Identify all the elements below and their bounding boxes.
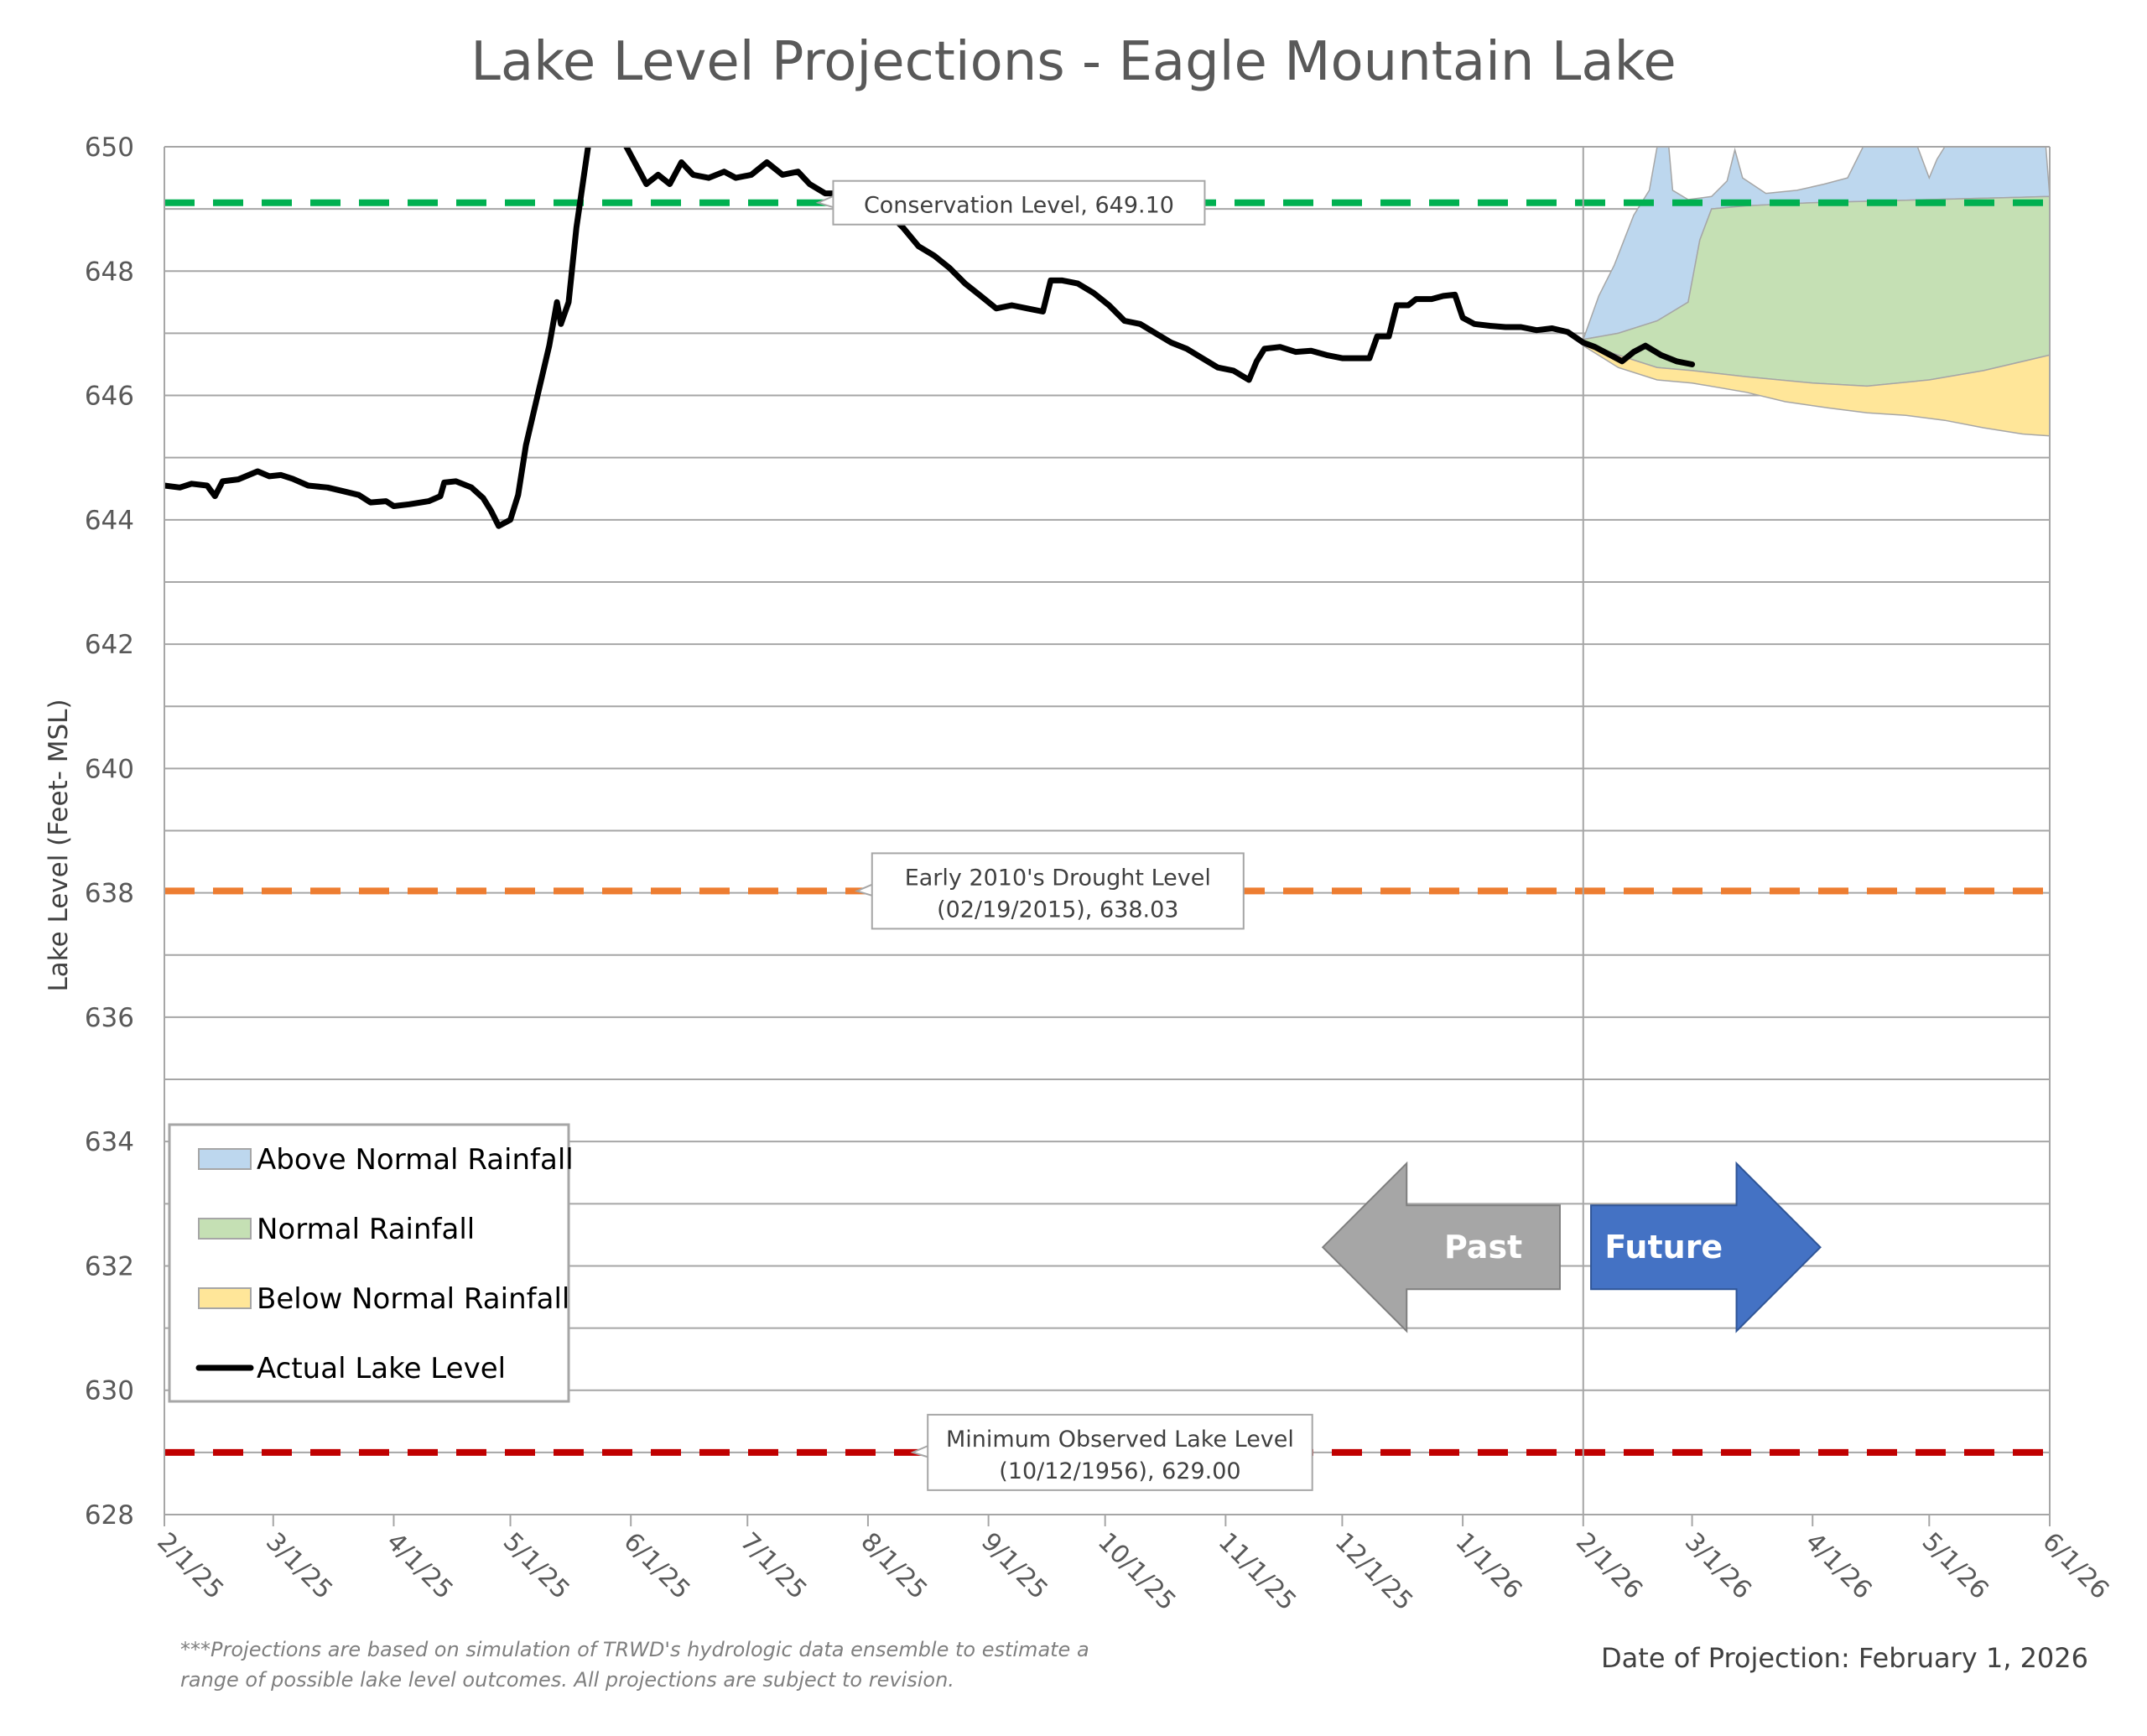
legend-label: Below Normal Rainfall (257, 1282, 569, 1316)
x-tick-label: 10/1/25 (1092, 1527, 1182, 1617)
y-tick-label: 638 (85, 879, 134, 909)
axes (164, 146, 2051, 1515)
y-tick-label: 628 (85, 1500, 134, 1531)
y-tick-label: 648 (85, 257, 134, 287)
callout-line: Conservation Level, 649.10 (864, 193, 1174, 219)
future-arrow: Future (1590, 1161, 1822, 1333)
y-tick-label: 650 (85, 133, 134, 163)
y-tick-label: 630 (85, 1376, 134, 1406)
x-tick-label: 6/1/26 (2036, 1527, 2114, 1605)
footnote-line: ***Projections are based on simulation o… (180, 1638, 1089, 1661)
future-arrow-shape (1590, 1161, 1822, 1333)
legend-label: Actual Lake Level (257, 1352, 506, 1385)
past-future-arrows: Past Future (1321, 1161, 1822, 1333)
x-tick-label: 8/1/25 (855, 1527, 933, 1605)
x-tick-label: 3/1/25 (260, 1527, 338, 1605)
past-arrow-shape (1321, 1161, 1561, 1333)
y-tick-label: 640 (85, 754, 134, 784)
y-tick-labels: 628 630 632 634 636 638 640 642 644 646 648 650 (85, 133, 134, 1531)
callout-text: Conservation Level, 649.10 (864, 193, 1174, 219)
callout-text: Early 2010's Drought Level (02/19/2015), … (905, 865, 1211, 923)
legend-swatch (198, 1218, 252, 1240)
footnote-text: ***Projections are based on simulation o… (180, 1638, 1089, 1692)
projection-bands (1582, 147, 2050, 437)
y-tick-label: 636 (85, 1003, 134, 1033)
reference-callouts: Conservation Level, 649.10 Early 2010's D… (815, 179, 1313, 1491)
x-tick-label: 5/1/25 (497, 1527, 575, 1605)
callout-drought: Early 2010's Drought Level (02/19/2015), … (854, 852, 1245, 930)
callout-box (832, 179, 1206, 226)
callout-text: Minimum Observed Lake Level (10/12/1956),… (946, 1427, 1294, 1484)
legend-item: Normal Rainfall (198, 1213, 475, 1246)
legend-label: Above Normal Rainfall (257, 1143, 574, 1177)
x-tick-label: 6/1/25 (618, 1527, 696, 1605)
x-tick-label: 4/1/25 (381, 1527, 459, 1605)
legend-swatch (198, 1287, 252, 1309)
y-tick-label: 644 (85, 506, 134, 536)
y-tick-label: 642 (85, 630, 134, 660)
callout-box (871, 852, 1245, 930)
x-tick-label: 3/1/26 (1679, 1527, 1757, 1605)
footnote-line: range of possible lake level outcomes. A… (180, 1668, 954, 1692)
legend-item: Below Normal Rainfall (198, 1282, 569, 1316)
footnote: ***Projections are based on simulation o… (180, 1638, 1089, 1692)
callout-minimum: Minimum Observed Lake Level (10/12/1956),… (910, 1413, 1313, 1491)
past-arrow: Past (1321, 1161, 1561, 1333)
callout-line: (10/12/1956), 629.00 (999, 1458, 1240, 1484)
callout-line: Minimum Observed Lake Level (946, 1427, 1294, 1453)
x-tick-label: 7/1/25 (735, 1527, 813, 1605)
projection-date: Date of Projection: February 1, 2026 (1601, 1642, 2088, 1674)
x-tick-label: 12/1/25 (1329, 1527, 1419, 1617)
callout-line: Early 2010's Drought Level (905, 865, 1211, 891)
y-axis-label: Lake Level (Feet- MSL) (44, 699, 74, 991)
legend-box (168, 1123, 570, 1403)
x-tick-label: 4/1/26 (1800, 1527, 1878, 1605)
future-arrow-label: Future (1604, 1229, 1723, 1266)
band-2 (1583, 341, 2050, 437)
legend-item: Above Normal Rainfall (198, 1143, 574, 1177)
x-tick-label: 11/1/25 (1213, 1527, 1302, 1617)
past-arrow-label: Past (1444, 1229, 1522, 1266)
x-tick-label: 2/1/25 (151, 1527, 229, 1605)
callout-line: (02/19/2015), 638.03 (937, 897, 1178, 923)
callout-box (927, 1413, 1313, 1491)
chart-title: Lake Level Projections - Eagle Mountain … (470, 31, 1677, 93)
legend: Above Normal Rainfall Normal Rainfall Belo… (168, 1123, 574, 1403)
y-tick-label: 646 (85, 382, 134, 412)
legend-swatch (198, 1148, 252, 1170)
x-tick-label: 2/1/26 (1570, 1527, 1648, 1605)
x-tick-label: 1/1/26 (1449, 1527, 1527, 1605)
y-tick-label: 634 (85, 1127, 134, 1157)
legend-label: Normal Rainfall (257, 1213, 475, 1246)
x-tick-label: 9/1/25 (975, 1527, 1053, 1605)
x-tick-labels: 2/1/25 3/1/25 4/1/25 5/1/25 6/1/25 7/1/25 8/1/… (151, 1515, 2114, 1616)
x-tick-label: 5/1/26 (1916, 1527, 1994, 1605)
y-tick-label: 632 (85, 1251, 134, 1281)
legend-item: Actual Lake Level (195, 1352, 506, 1385)
callout-conservation: Conservation Level, 649.10 (815, 179, 1206, 226)
